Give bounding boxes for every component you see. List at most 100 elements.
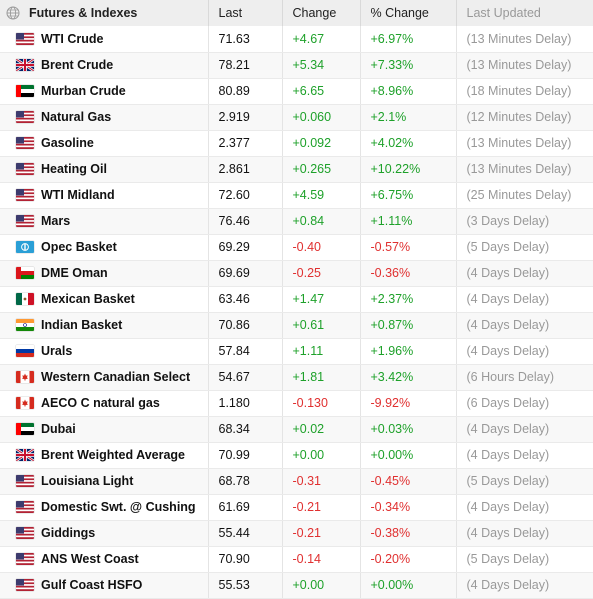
commodity-name[interactable]: ANS West Coast [41,552,139,566]
us-flag-icon [16,163,34,175]
table-row[interactable]: Natural Gas 2.919 +0.060 +2.1% (12 Minutes D… [0,104,593,131]
commodity-name-cell[interactable]: WTI Crude [0,26,209,53]
table-row[interactable]: Brent Weighted Average 70.99 +0.00 +0.00% (4… [0,442,593,469]
us-flag-icon [16,215,34,227]
commodity-name[interactable]: Brent Weighted Average [41,448,186,462]
commodity-name-cell[interactable]: DME Oman [0,260,209,287]
us-flag-icon [16,501,34,513]
commodity-name[interactable]: Gulf Coast HSFO [41,578,143,592]
commodity-name[interactable]: Mars [41,214,71,228]
change-cell: -0.31 [282,468,361,495]
column-header-last[interactable]: Last [208,0,283,26]
table-row[interactable]: Murban Crude 80.89 +6.65 +8.96% (18 Minutes … [0,78,593,105]
commodity-name-cell[interactable]: Domestic Swt. @ Cushing [0,494,209,521]
commodity-name-cell[interactable]: WTI Midland [0,182,209,209]
commodity-name-cell[interactable]: Indian Basket [0,312,209,339]
commodity-name[interactable]: Murban Crude [41,84,126,98]
commodity-name[interactable]: Heating Oil [41,162,107,176]
commodity-name-cell[interactable]: Urals [0,338,209,365]
commodity-name-cell[interactable]: Heating Oil [0,156,209,183]
commodity-name[interactable]: WTI Midland [41,188,115,202]
table-row[interactable]: Heating Oil 2.861 +0.265 +10.22% (13 Minutes… [0,156,593,183]
globe-icon [6,6,20,20]
column-header-last-updated[interactable]: Last Updated [466,6,541,20]
commodity-name-cell[interactable]: Gulf Coast HSFO [0,572,209,599]
table-row[interactable]: Giddings 55.44 -0.21 -0.38% (4 Days Delay) [0,520,593,547]
last-price-cell: 71.63 [208,26,283,53]
change-cell: +1.47 [282,286,361,313]
commodity-name-cell[interactable]: Louisiana Light [0,468,209,495]
commodity-name-cell[interactable]: Brent Crude [0,52,209,79]
table-row[interactable]: Domestic Swt. @ Cushing 61.69 -0.21 -0.34%(… [0,494,593,521]
commodity-name[interactable]: Brent Crude [41,58,114,72]
commodity-name-cell[interactable]: Murban Crude [0,78,209,105]
last-updated-cell: (25 Minutes Delay) [456,182,593,209]
change-cell: -0.14 [282,546,361,573]
column-header-pct-change[interactable]: % Change [360,0,457,26]
commodity-name-cell[interactable]: Dubai [0,416,209,443]
commodity-name[interactable]: Urals [41,344,73,358]
table-row[interactable]: Western Canadian Select 54.67 +1.81 +3.42%(… [0,364,593,391]
table-header-row: Futures & Indexes Last Change % Change L… [0,0,593,26]
commodity-name-cell[interactable]: ANS West Coast [0,546,209,573]
commodity-name-cell[interactable]: Opec Basket [0,234,209,261]
pct-change-cell: +3.42% [360,364,457,391]
commodity-name[interactable]: Opec Basket [41,240,117,254]
commodity-name[interactable]: Louisiana Light [41,474,134,488]
commodity-name[interactable]: Western Canadian Select [41,370,191,384]
table-row[interactable]: Mexican Basket 63.46 +1.47 +2.37% (4 Days De… [0,286,593,313]
mx-flag-icon [16,293,34,305]
last-updated-cell: (4 Days Delay) [456,442,593,469]
commodity-name-cell[interactable]: Mars [0,208,209,235]
table-row[interactable]: Mars 76.46 +0.84 +1.11% (3 Days Delay) [0,208,593,235]
table-row[interactable]: Gasoline 2.377 +0.092 +4.02% (13 Minutes Del… [0,130,593,157]
commodity-name[interactable]: Gasoline [41,136,94,150]
table-row[interactable]: AECO C natural gas 1.180 -0.130 -9.92% (6 Da… [0,390,593,417]
pct-change-cell: -9.92% [360,390,457,417]
table-row[interactable]: WTI Crude 71.63 +4.67 +6.97% (13 Minutes Del… [0,26,593,53]
commodity-name-cell[interactable]: Brent Weighted Average [0,442,209,469]
us-flag-icon [16,579,34,591]
table-row[interactable]: WTI Midland 72.60 +4.59 +6.75% (25 Minutes D… [0,182,593,209]
column-header-name[interactable]: Futures & Indexes [0,0,209,26]
pct-change-cell: -0.34% [360,494,457,521]
commodity-name[interactable]: Mexican Basket [41,292,135,306]
change-cell: -0.130 [282,390,361,417]
last-price-cell: 2.919 [208,104,283,131]
commodity-name-cell[interactable]: Giddings [0,520,209,547]
table-row[interactable]: Louisiana Light 68.78 -0.31 -0.45% (5 Days D… [0,468,593,495]
pct-change-cell: +1.96% [360,338,457,365]
table-row[interactable]: Dubai 68.34 +0.02 +0.03% (4 Days Delay) [0,416,593,443]
table-row[interactable]: Indian Basket 70.86 +0.61 +0.87% (4 Days Del… [0,312,593,339]
commodity-name-cell[interactable]: Mexican Basket [0,286,209,313]
last-price-cell: 2.861 [208,156,283,183]
pct-change-cell: +2.37% [360,286,457,313]
commodity-name[interactable]: Dubai [41,422,76,436]
last-price-cell: 80.89 [208,78,283,105]
table-row[interactable]: Opec Basket 69.29 -0.40 -0.57% (5 Days Delay… [0,234,593,261]
commodity-name[interactable]: WTI Crude [41,31,104,46]
commodity-name-cell[interactable]: AECO C natural gas [0,390,209,417]
table-row[interactable]: Gulf Coast HSFO 55.53 +0.00 +0.00% (4 Days D… [0,572,593,599]
table-row[interactable]: Brent Crude 78.21 +5.34 +7.33% (13 Minutes D… [0,52,593,79]
table-row[interactable]: DME Oman 69.69 -0.25 -0.36% (4 Days Delay) [0,260,593,287]
commodity-name[interactable]: Giddings [41,526,96,540]
in-flag-icon [16,319,34,331]
commodity-name[interactable]: AECO C natural gas [41,396,160,410]
commodity-name[interactable]: Domestic Swt. @ Cushing [41,500,196,514]
commodity-name-cell[interactable]: Gasoline [0,130,209,157]
commodity-name[interactable]: Indian Basket [41,318,123,332]
table-row[interactable]: Urals 57.84 +1.11 +1.96% (4 Days Delay) [0,338,593,365]
commodity-name-cell[interactable]: Western Canadian Select [0,364,209,391]
us-flag-icon [16,32,34,45]
commodity-name[interactable]: Natural Gas [41,110,112,124]
change-cell: +6.65 [282,78,361,105]
commodity-name-cell[interactable]: Natural Gas [0,104,209,131]
table-body: WTI Crude 71.63 +4.67 +6.97% (13 Minutes Del… [0,26,593,599]
commodity-name[interactable]: DME Oman [41,266,108,280]
last-price-cell: 57.84 [208,338,283,365]
column-header-change[interactable]: Change [282,0,361,26]
pct-change-cell: +0.00% [360,572,457,599]
table-row[interactable]: ANS West Coast 70.90 -0.14 -0.20% (5 Days De… [0,546,593,573]
last-updated-cell: (4 Days Delay) [456,286,593,313]
